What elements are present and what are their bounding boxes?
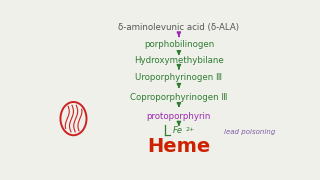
- Text: Uroporphyrinogen Ⅲ: Uroporphyrinogen Ⅲ: [135, 73, 222, 82]
- Text: Coproporphyrinogen Ⅲ: Coproporphyrinogen Ⅲ: [130, 93, 228, 102]
- Text: Fe: Fe: [173, 126, 183, 135]
- Text: δ-aminolevunic acid (δ-ALA): δ-aminolevunic acid (δ-ALA): [118, 23, 239, 32]
- Text: 2+: 2+: [186, 127, 195, 132]
- Text: protoporphyrin: protoporphyrin: [147, 112, 211, 121]
- Text: Hydroxymethybilane: Hydroxymethybilane: [134, 56, 224, 65]
- Text: porphobilinogen: porphobilinogen: [144, 40, 214, 49]
- Text: Heme: Heme: [147, 137, 211, 156]
- Text: lead poisoning: lead poisoning: [224, 129, 275, 136]
